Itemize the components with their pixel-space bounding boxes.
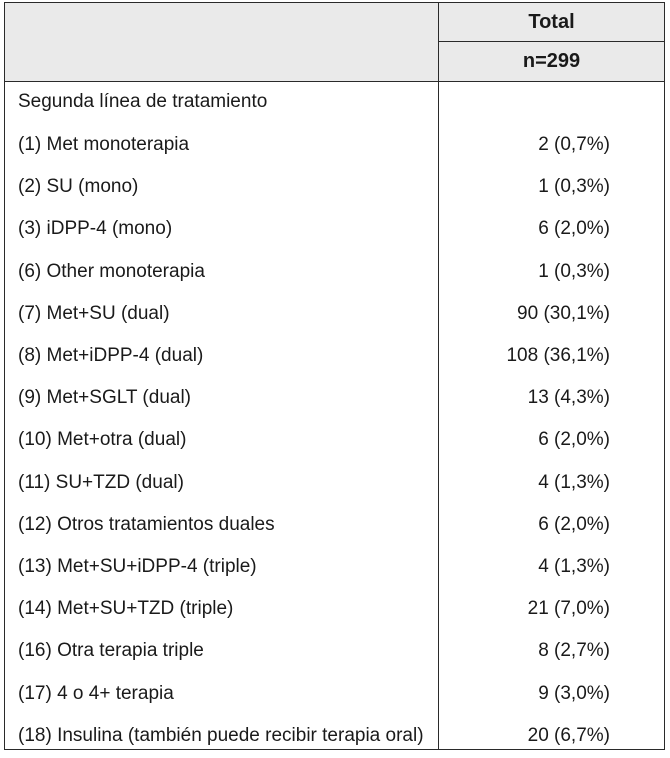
row-value: 9 (3,0%): [538, 682, 610, 704]
row-value: 6 (2,0%): [538, 218, 610, 240]
table-row: (13) Met+SU+iDPP-4 (triple) 4 (1,3%): [5, 547, 664, 589]
table-row: (6) Other monoterapia 1 (0,3%): [5, 252, 664, 294]
row-label: (10) Met+otra (dual): [18, 429, 187, 451]
row-value: 4 (1,3%): [538, 471, 610, 493]
table-row: (2) SU (mono) 1 (0,3%): [5, 167, 664, 209]
table-row: (12) Otros tratamientos duales 6 (2,0%): [5, 505, 664, 547]
row-label: (2) SU (mono): [18, 176, 139, 198]
table-row: (8) Met+iDPP-4 (dual) 108 (36,1%): [5, 336, 664, 378]
table-row: (14) Met+SU+TZD (triple) 21 (7,0%): [5, 589, 664, 631]
row-value: 6 (2,0%): [538, 429, 610, 451]
table-row: (17) 4 o 4+ terapia 9 (3,0%): [5, 674, 664, 716]
row-label: (3) iDPP-4 (mono): [18, 218, 173, 240]
row-label: (17) 4 o 4+ terapia: [18, 682, 174, 704]
row-label: (6) Other monoterapia: [18, 260, 205, 282]
table-row: (9) Met+SGLT (dual) 13 (4,3%): [5, 378, 664, 420]
table-row: (3) iDPP-4 (mono) 6 (2,0%): [5, 209, 664, 251]
row-value: 8 (2,7%): [538, 640, 610, 662]
row-label: (8) Met+iDPP-4 (dual): [18, 345, 204, 366]
row-label: (9) Met+SGLT (dual): [18, 387, 191, 409]
row-value: 6 (2,0%): [538, 513, 610, 535]
row-label: (12) Otros tratamientos duales: [18, 513, 275, 535]
row-value: 2 (0,7%): [538, 134, 610, 155]
row-value: 21 (7,0%): [527, 598, 610, 620]
section-label: Segunda línea de tratamiento: [18, 91, 268, 112]
table-row: (10) Met+otra (dual) 6 (2,0%): [5, 420, 664, 462]
row-label: (18) Insulina (también puede recibir ter…: [18, 724, 424, 746]
column-divider: [438, 3, 439, 81]
row-label: (7) Met+SU (dual): [18, 302, 170, 324]
row-label: (13) Met+SU+iDPP-4 (triple): [18, 556, 257, 577]
row-label: (16) Otra terapia triple: [18, 640, 204, 662]
table-row: (11) SU+TZD (dual) 4 (1,3%): [5, 463, 664, 505]
table-row: (18) Insulina (también puede recibir ter…: [5, 716, 664, 758]
row-label: (14) Met+SU+TZD (triple): [18, 598, 234, 620]
row-value: 1 (0,3%): [538, 176, 610, 198]
column-sample-size: n=299: [522, 50, 581, 72]
row-value: 13 (4,3%): [527, 387, 610, 409]
column-divider-body: [438, 81, 439, 749]
header-divider: [438, 41, 664, 42]
row-label: (1) Met monoterapia: [18, 134, 190, 155]
row-value: 1 (0,3%): [538, 260, 610, 282]
row-value: 108 (36,1%): [506, 345, 610, 366]
row-value: 20 (6,7%): [527, 724, 610, 746]
column-title-total: Total: [528, 11, 575, 33]
row-value: 4 (1,3%): [538, 556, 610, 577]
table-row: (1) Met monoterapia 2 (0,7%): [5, 125, 664, 167]
row-label: (11) SU+TZD (dual): [18, 471, 184, 493]
table-row: (7) Met+SU (dual) 90 (30,1%): [5, 294, 664, 336]
row-value: 90 (30,1%): [517, 302, 610, 324]
table-row: (16) Otra terapia triple 8 (2,7%): [5, 631, 664, 673]
data-table: Total n=299 Segunda línea de tratamiento…: [4, 2, 665, 750]
table-header: Total n=299: [5, 3, 664, 82]
